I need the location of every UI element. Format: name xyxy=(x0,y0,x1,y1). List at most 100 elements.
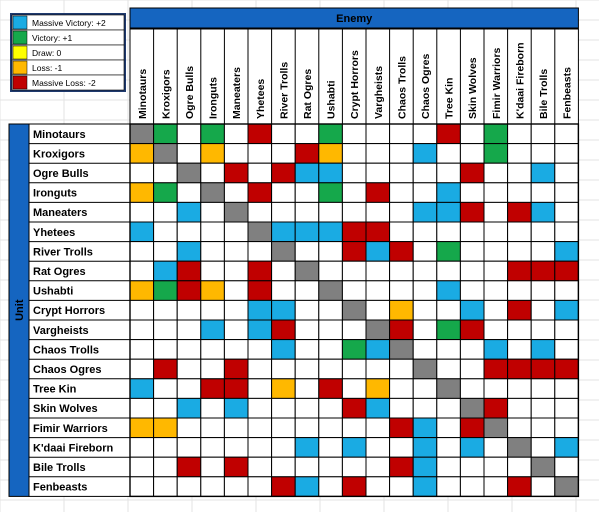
column-label-ushabti: Ushabti xyxy=(326,80,338,119)
legend-label-draw-0: Draw: 0 xyxy=(32,48,62,58)
cell-fenbeasts-vs-river-trolls xyxy=(271,476,296,497)
cell-vargheists-vs-ushabti xyxy=(318,319,343,341)
column-label-kroxigors: Kroxigors xyxy=(160,69,172,119)
cell-yhetees-vs-chaos-ogres xyxy=(412,221,438,243)
cell-ogre-bulls-vs-ironguts xyxy=(200,162,225,184)
cell-rat-ogres-vs-river-trolls xyxy=(271,260,296,282)
cell-chaos-trolls-vs-kroxigors xyxy=(153,339,178,360)
cell-yhetees-vs-chaos-trolls xyxy=(389,221,414,243)
cell-kroxigors-vs-yhetees xyxy=(247,143,273,164)
cell-skin-wolves-vs-crypt-horrors xyxy=(341,397,367,419)
cell-fimir-warriors-vs-k-daai-fireborn xyxy=(507,417,532,439)
cell-vargheists-vs-ironguts xyxy=(200,319,225,341)
cell-minotaurs-vs-chaos-trolls xyxy=(389,123,414,145)
legend-label-massive-victory-2: Massive Victory: +2 xyxy=(32,18,106,28)
cell-bile-trolls-vs-ushabti xyxy=(318,456,343,478)
row-label-maneaters: Maneaters xyxy=(33,207,87,219)
cell-vargheists-vs-chaos-trolls xyxy=(389,319,414,341)
cell-k-daai-fireborn-vs-fimir-warriors xyxy=(483,437,509,458)
cell-chaos-trolls-vs-chaos-trolls xyxy=(389,339,414,360)
cell-rat-ogres-vs-tree-kin xyxy=(436,260,461,282)
cell-chaos-trolls-vs-fimir-warriors xyxy=(483,339,509,360)
cell-river-trolls-vs-skin-wolves xyxy=(459,241,485,262)
cell-rat-ogres-vs-skin-wolves xyxy=(459,260,485,282)
cell-fimir-warriors-vs-yhetees xyxy=(247,417,273,439)
cell-vargheists-vs-yhetees xyxy=(247,319,273,341)
cell-kroxigors-vs-ushabti xyxy=(318,143,343,164)
cell-river-trolls-vs-bile-trolls xyxy=(530,241,556,262)
cell-ushabti-vs-ogre-bulls xyxy=(176,280,202,301)
legend-row-bg xyxy=(11,59,125,76)
cell-rat-ogres-vs-fimir-warriors xyxy=(483,260,509,282)
cell-kroxigors-vs-ogre-bulls xyxy=(176,143,202,164)
cell-maneaters-vs-ironguts xyxy=(200,201,225,223)
cell-yhetees-vs-ogre-bulls xyxy=(176,221,202,243)
row-label-k-daai-fireborn: K'daai Fireborn xyxy=(33,442,114,454)
cell-crypt-horrors-vs-skin-wolves xyxy=(459,299,485,321)
row-label-chaos-trolls: Chaos Trolls xyxy=(33,344,99,356)
column-label-fimir-warriors: Fimir Warriors xyxy=(491,47,503,119)
cell-ogre-bulls-vs-chaos-trolls xyxy=(389,162,414,184)
cell-river-trolls-vs-ogre-bulls xyxy=(176,241,202,262)
legend-label-massive-loss-2: Massive Loss: -2 xyxy=(32,78,96,88)
cell-rat-ogres-vs-maneaters xyxy=(223,260,249,282)
cell-rat-ogres-vs-kroxigors xyxy=(153,260,178,282)
row-label-rat-ogres: Rat Ogres xyxy=(33,266,86,278)
cell-bile-trolls-vs-bile-trolls xyxy=(530,456,556,478)
cell-tree-kin-vs-fimir-warriors xyxy=(483,378,509,399)
cell-skin-wolves-vs-ushabti xyxy=(318,397,343,419)
cell-river-trolls-vs-crypt-horrors xyxy=(341,241,367,262)
unit-axis-label: Unit xyxy=(14,299,26,321)
cell-kroxigors-vs-maneaters xyxy=(223,143,249,164)
cell-maneaters-vs-ushabti xyxy=(318,201,343,223)
cell-skin-wolves-vs-kroxigors xyxy=(153,397,178,419)
cell-ironguts-vs-ushabti xyxy=(318,182,343,203)
cell-ushabti-vs-tree-kin xyxy=(436,280,461,301)
cell-maneaters-vs-skin-wolves xyxy=(459,201,485,223)
cell-chaos-trolls-vs-ironguts xyxy=(200,339,225,360)
cell-ushabti-vs-chaos-trolls xyxy=(389,280,414,301)
column-label-skin-wolves: Skin Wolves xyxy=(467,57,479,119)
cell-skin-wolves-vs-rat-ogres xyxy=(294,397,320,419)
cell-yhetees-vs-maneaters xyxy=(223,221,249,243)
row-label-chaos-ogres: Chaos Ogres xyxy=(33,364,101,376)
cell-minotaurs-vs-skin-wolves xyxy=(459,123,485,145)
cell-vargheists-vs-ogre-bulls xyxy=(176,319,202,341)
cell-ironguts-vs-bile-trolls xyxy=(530,182,556,203)
cell-ushabti-vs-ushabti xyxy=(318,280,343,301)
cell-maneaters-vs-kroxigors xyxy=(153,201,178,223)
cell-chaos-trolls-vs-fenbeasts xyxy=(554,339,579,360)
cell-crypt-horrors-vs-rat-ogres xyxy=(294,299,320,321)
cell-yhetees-vs-rat-ogres xyxy=(294,221,320,243)
cell-rat-ogres-vs-bile-trolls xyxy=(530,260,556,282)
cell-skin-wolves-vs-fenbeasts xyxy=(554,397,579,419)
cell-minotaurs-vs-chaos-ogres xyxy=(412,123,438,145)
cell-k-daai-fireborn-vs-chaos-ogres xyxy=(412,437,438,458)
cell-bile-trolls-vs-vargheists xyxy=(365,456,391,478)
cell-fenbeasts-vs-kroxigors xyxy=(153,476,178,497)
cell-ogre-bulls-vs-vargheists xyxy=(365,162,391,184)
cell-yhetees-vs-crypt-horrors xyxy=(341,221,367,243)
cell-chaos-trolls-vs-ushabti xyxy=(318,339,343,360)
cell-crypt-horrors-vs-ogre-bulls xyxy=(176,299,202,321)
cell-skin-wolves-vs-minotaurs xyxy=(129,397,155,419)
cell-chaos-ogres-vs-minotaurs xyxy=(129,358,155,380)
cell-bile-trolls-vs-ogre-bulls xyxy=(176,456,202,478)
enemy-header-band xyxy=(129,7,579,29)
cell-kroxigors-vs-chaos-ogres xyxy=(412,143,438,164)
cell-rat-ogres-vs-ogre-bulls xyxy=(176,260,202,282)
cell-maneaters-vs-chaos-ogres xyxy=(412,201,438,223)
cell-vargheists-vs-crypt-horrors xyxy=(341,319,367,341)
cell-maneaters-vs-minotaurs xyxy=(129,201,155,223)
cell-maneaters-vs-river-trolls xyxy=(271,201,296,223)
cell-minotaurs-vs-k-daai-fireborn xyxy=(507,123,532,145)
cell-minotaurs-vs-ogre-bulls xyxy=(176,123,202,145)
cell-crypt-horrors-vs-yhetees xyxy=(247,299,273,321)
cell-maneaters-vs-tree-kin xyxy=(436,201,461,223)
cell-crypt-horrors-vs-fimir-warriors xyxy=(483,299,509,321)
column-label-rat-ogres: Rat Ogres xyxy=(302,69,314,119)
cell-fenbeasts-vs-k-daai-fireborn xyxy=(507,476,532,497)
cell-crypt-horrors-vs-ushabti xyxy=(318,299,343,321)
cell-ushabti-vs-skin-wolves xyxy=(459,280,485,301)
cell-skin-wolves-vs-skin-wolves xyxy=(459,397,485,419)
